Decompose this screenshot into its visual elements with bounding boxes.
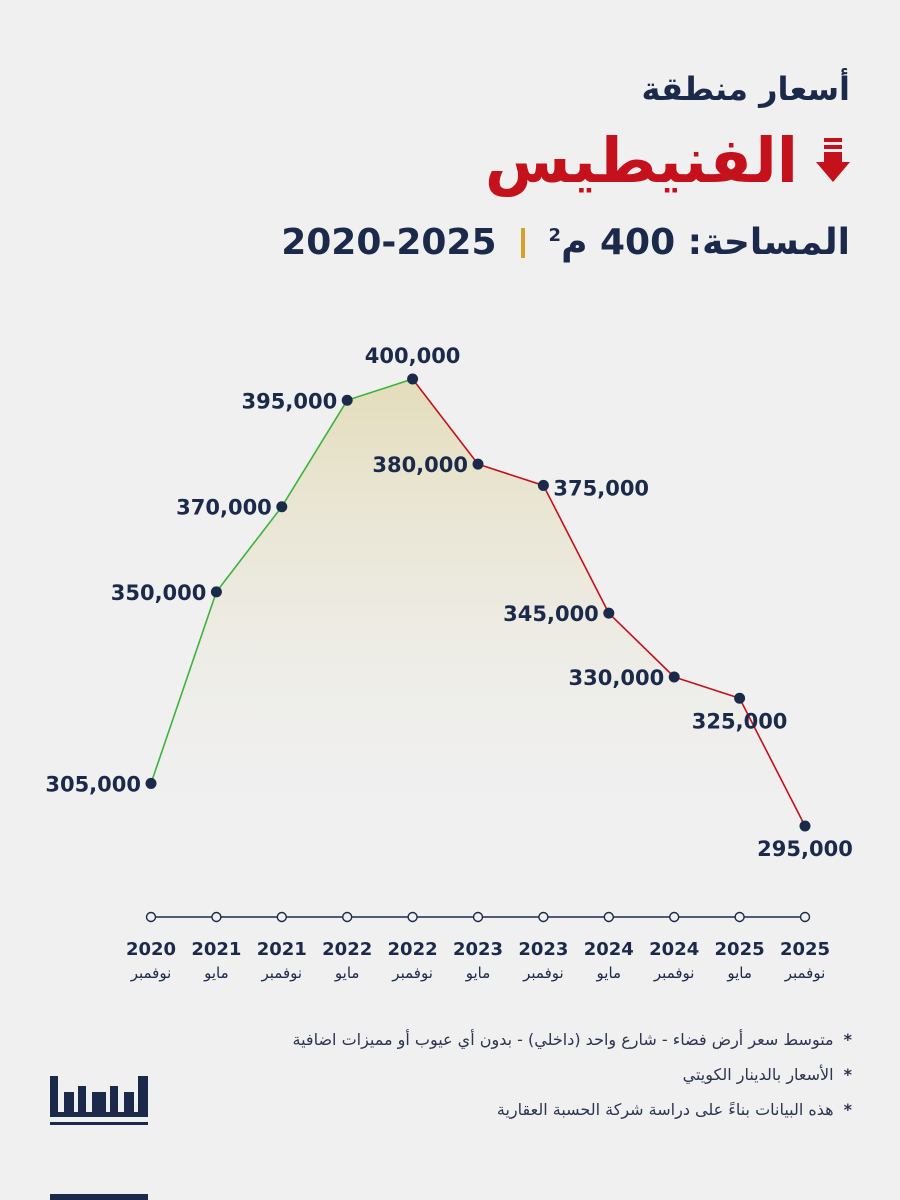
x-tick-month: نوفمبر: [784, 964, 826, 982]
note-marker: *: [843, 1100, 852, 1119]
area-prefix: المساحة: 400 م: [561, 222, 850, 263]
value-label: 345,000: [503, 602, 599, 626]
value-label: 375,000: [553, 476, 649, 500]
x-tick-month: مايو: [465, 964, 491, 982]
x-axis-tick: [603, 911, 614, 923]
x-axis-tick: [145, 911, 157, 923]
page-title: الفنيطيس: [484, 124, 798, 197]
brand-logo-secondary: [50, 1194, 148, 1200]
x-axis-tick: [276, 911, 287, 923]
data-point: [668, 671, 680, 683]
value-label: 325,000: [692, 709, 788, 733]
data-point: [407, 373, 419, 385]
data-point: [341, 394, 353, 406]
note-item: * هذه البيانات بناءً على دراسة شركة الحسب…: [293, 1100, 852, 1119]
line-segment: [150, 591, 218, 784]
line-segment: [411, 378, 479, 465]
notes: * متوسط سعر أرض فضاء - شارع واحد (داخلي) …: [293, 1030, 852, 1135]
x-tick-month: مايو: [596, 964, 622, 982]
x-axis-tick: [734, 911, 745, 923]
x-tick-year: 2021: [257, 939, 307, 960]
x-axis-tick: [669, 911, 680, 923]
line-segment: [608, 612, 675, 678]
value-label: 295,000: [757, 837, 853, 861]
x-tick-month: نوفمبر: [130, 964, 172, 982]
x-tick-month: مايو: [203, 964, 229, 982]
x-tick-year: 2022: [322, 939, 372, 960]
period-text: 2020-2025: [281, 222, 497, 263]
data-point: [145, 777, 157, 789]
line-segment: [738, 697, 806, 827]
value-label: 330,000: [569, 666, 665, 690]
x-axis-tick: [799, 911, 811, 923]
separator: [520, 227, 525, 258]
note-text: الأسعار بالدينار الكويتي: [682, 1065, 834, 1084]
note-item: * الأسعار بالدينار الكويتي: [293, 1065, 852, 1084]
x-tick-year: 2025: [780, 939, 830, 960]
x-axis-tick: [472, 911, 484, 923]
data-point: [734, 692, 746, 704]
value-label: 305,000: [45, 772, 141, 796]
value-label: 400,000: [365, 344, 461, 368]
area-fill: [151, 379, 805, 880]
data-point: [276, 501, 288, 513]
x-axis-tick: [211, 911, 222, 923]
x-axis-tick: [407, 911, 418, 923]
x-tick-year: 2023: [453, 939, 503, 960]
x-tick-month: مايو: [334, 964, 360, 982]
x-tick-year: 2020: [126, 939, 176, 960]
data-point: [799, 820, 811, 832]
brand-logo: [50, 1076, 148, 1125]
x-axis-tick: [342, 911, 353, 923]
x-tick-year: 2024: [649, 939, 699, 960]
x-tick-year: 2023: [518, 939, 568, 960]
note-text: متوسط سعر أرض فضاء - شارع واحد (داخلي) -…: [292, 1030, 834, 1049]
value-label: 395,000: [242, 389, 338, 413]
area-text: المساحة: 400 م2: [549, 222, 850, 263]
note-marker: *: [843, 1065, 852, 1084]
line-segment: [477, 463, 544, 487]
line-segment: [346, 378, 413, 402]
data-point: [537, 479, 549, 491]
value-label: 370,000: [176, 496, 272, 520]
data-point: [472, 458, 484, 470]
note-item: * متوسط سعر أرض فضاء - شارع واحد (داخلي) …: [293, 1030, 852, 1049]
line-segment: [215, 506, 283, 593]
line-segment: [673, 676, 740, 700]
title-row: الفنيطيس: [50, 130, 850, 192]
line-chart: 305,000 350,000 370,000 395,000 400,000 380,0…: [45, 344, 853, 982]
area-superscript: 2: [548, 225, 562, 246]
meta-row: المساحة: 400 م2 2020-2025: [50, 222, 850, 263]
note-marker: *: [843, 1030, 852, 1049]
x-tick-year: 2022: [388, 939, 438, 960]
x-tick-year: 2021: [191, 939, 241, 960]
x-tick-month: نوفمبر: [261, 964, 303, 982]
line-segment: [542, 485, 610, 614]
data-point: [210, 586, 222, 598]
down-arrow-icon: [816, 138, 850, 182]
note-text: هذه البيانات بناءً على دراسة شركة الحسبة…: [496, 1100, 834, 1119]
line-segment: [281, 399, 348, 508]
data-point: [603, 607, 615, 619]
x-tick-month: نوفمبر: [522, 964, 564, 982]
x-tick-month: مايو: [726, 964, 752, 982]
x-tick-month: نوفمبر: [391, 964, 433, 982]
value-label: 350,000: [111, 581, 207, 605]
x-tick-year: 2025: [715, 939, 765, 960]
x-axis-tick: [538, 911, 549, 923]
x-tick-month: نوفمبر: [653, 964, 695, 982]
header: أسعار منطقة الفنيطيس المساحة: 400 م2 202…: [50, 70, 850, 263]
value-label: 380,000: [372, 453, 468, 477]
subtitle: أسعار منطقة: [641, 70, 850, 108]
x-tick-year: 2024: [584, 939, 634, 960]
